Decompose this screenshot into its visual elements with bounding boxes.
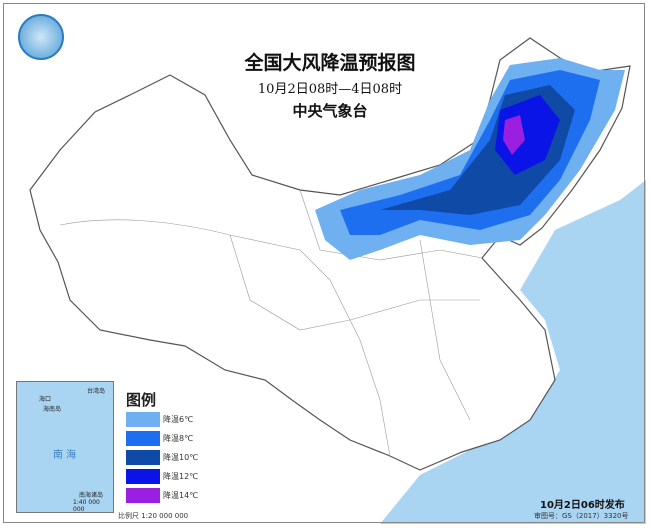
legend-label: 降温12℃ [163, 471, 199, 481]
inset-label: 台湾岛 [87, 388, 106, 395]
inset-sea-label: 南 海 [53, 450, 77, 461]
approval-number: 审图号：GS（2017）3320号 [534, 512, 629, 520]
legend-item: 降温6℃ [126, 411, 193, 427]
legend-label: 降温6℃ [163, 414, 194, 424]
inset-label: 海口 [39, 396, 52, 403]
legend: 图例 降温6℃ 降温8℃ 降温10℃ 降温12℃ 降温14℃ [114, 383, 214, 511]
map-border [3, 3, 645, 523]
legend-swatch [126, 487, 160, 503]
inset-scale: 1:40 000 000 [73, 499, 100, 513]
legend-title: 图例 [126, 391, 157, 409]
legend-label: 降温8℃ [163, 433, 194, 443]
cooling-zone-14 [503, 115, 525, 155]
legend-item: 降温14℃ [126, 487, 198, 503]
issue-time: 10月2日06时发布 [540, 500, 625, 511]
legend-item: 降温10℃ [126, 449, 198, 465]
province-borders [59, 189, 483, 457]
map-scale: 比例尺 1:20 000 000 [118, 512, 189, 520]
south-china-sea-inset: 海口 海南岛 台湾岛 南 海 南海诸岛 1:40 000 000 [16, 381, 114, 513]
legend-swatch [126, 449, 160, 465]
issuer: 中央气象台 [292, 102, 368, 120]
sea [380, 180, 646, 524]
cooling-zone-12 [495, 95, 560, 175]
map-title: 全国大风降温预报图 [244, 52, 416, 74]
legend-label: 降温14℃ [163, 490, 199, 500]
legend-swatch [126, 411, 160, 427]
cma-logo [18, 14, 64, 60]
legend-item: 降温8℃ [126, 430, 193, 446]
forecast-period: 10月2日08时—4日08时 [257, 82, 403, 97]
legend-item: 降温12℃ [126, 468, 198, 484]
inset-label: 海南岛 [43, 406, 62, 413]
legend-swatch [126, 468, 160, 484]
inset-title: 南海诸岛 [79, 492, 104, 499]
legend-label: 降温10℃ [163, 452, 199, 462]
legend-swatch [126, 430, 160, 446]
